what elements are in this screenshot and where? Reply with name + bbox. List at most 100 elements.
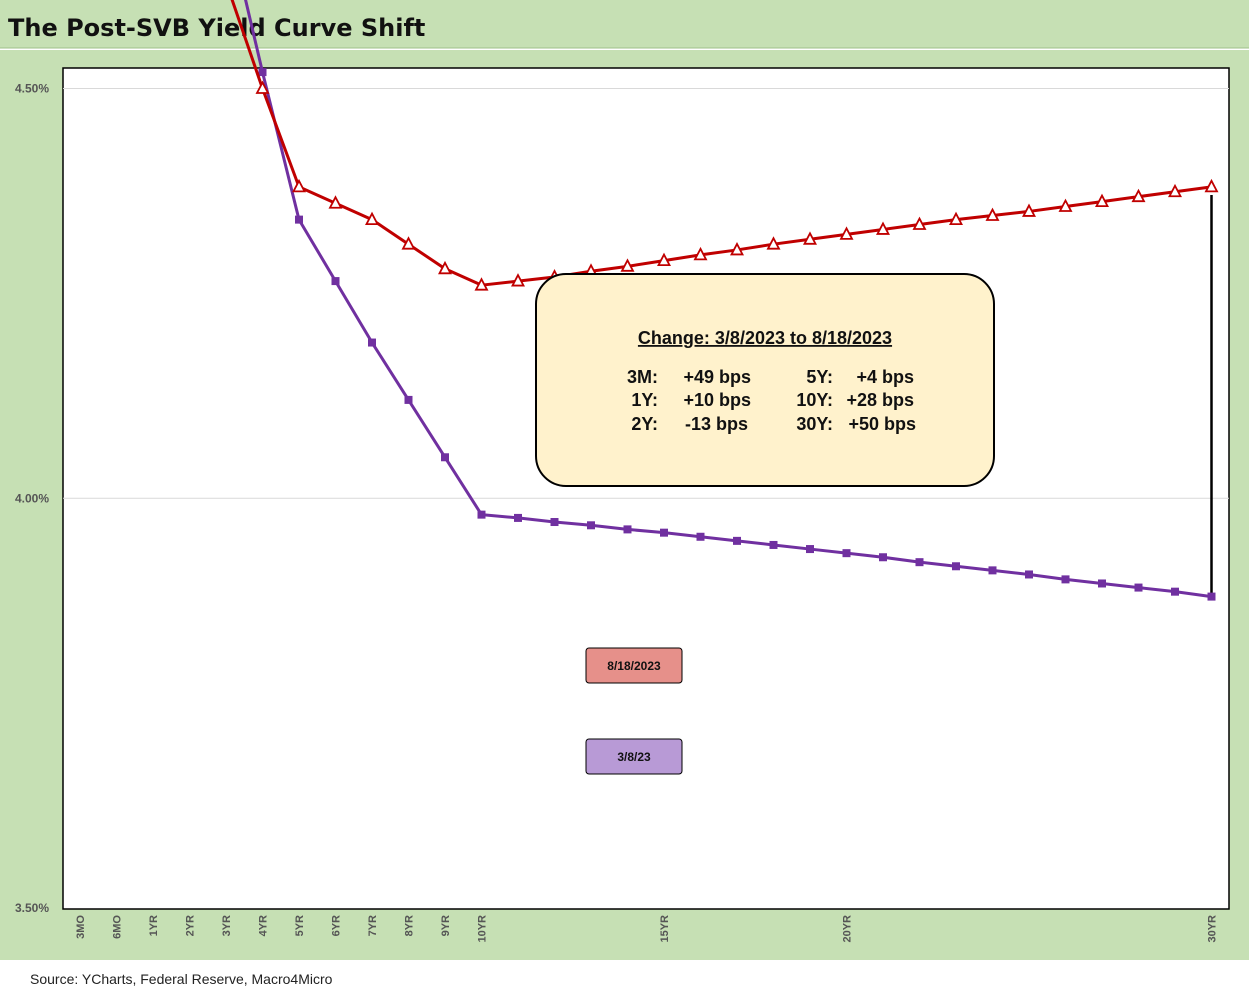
data-point xyxy=(331,277,340,286)
x-tick-label: 30YR xyxy=(1207,915,1219,943)
x-tick-label: 20YR xyxy=(842,915,854,943)
x-tick-label: 15YR xyxy=(659,915,671,943)
annotation-change: +28 bps xyxy=(846,390,914,410)
data-point xyxy=(1022,203,1036,217)
series-line xyxy=(244,0,1212,599)
data-point xyxy=(511,273,525,287)
data-point xyxy=(1168,183,1182,198)
data-point xyxy=(623,525,632,534)
series-mar-8-2023 xyxy=(244,0,1216,601)
chart-title: The Post-SVB Yield Curve Shift xyxy=(8,14,425,42)
data-point xyxy=(477,510,486,519)
data-point xyxy=(915,558,924,567)
data-point xyxy=(839,226,854,240)
x-tick-label: 9YR xyxy=(440,915,452,936)
data-point xyxy=(292,178,306,193)
x-tick-label: 10YR xyxy=(477,915,489,943)
x-tick-label: 4YR xyxy=(258,915,270,936)
data-point xyxy=(806,545,814,554)
data-point xyxy=(368,338,376,347)
annotation-change: -13 bps xyxy=(685,414,748,434)
x-tick-label: 3MO xyxy=(75,915,87,939)
data-point xyxy=(365,211,379,226)
data-point xyxy=(876,221,890,235)
y-axis: 3.50%4.00%4.50%5.00%5.50% xyxy=(15,82,49,916)
data-point xyxy=(550,518,559,527)
annotation-change: +4 bps xyxy=(856,367,914,387)
data-point xyxy=(803,231,817,245)
x-tick-label: 7YR xyxy=(367,915,379,936)
x-tick-label: 5YR xyxy=(294,915,306,936)
data-point xyxy=(657,252,671,266)
data-point xyxy=(985,207,1000,221)
data-point xyxy=(949,211,963,226)
data-point xyxy=(769,540,778,549)
data-point xyxy=(1207,592,1216,601)
x-tick-label: 1YR xyxy=(148,915,160,936)
data-point xyxy=(328,195,343,209)
annotation-change: +50 bps xyxy=(848,414,916,434)
gridlines xyxy=(63,88,1229,499)
annotation-term: 10Y: xyxy=(796,390,833,410)
data-point xyxy=(255,80,270,94)
data-point xyxy=(1204,178,1219,193)
data-point xyxy=(842,549,851,558)
data-point xyxy=(514,513,522,522)
legend-text-mar: 3/8/23 xyxy=(617,750,651,764)
x-tick-label: 2YR xyxy=(185,915,197,936)
header-bar xyxy=(0,0,1249,48)
x-tick-label: 6YR xyxy=(331,915,343,936)
data-point xyxy=(952,562,960,571)
data-point xyxy=(766,236,781,250)
data-point xyxy=(693,246,708,261)
annotation-title: Change: 3/8/2023 to 8/18/2023 xyxy=(638,328,892,348)
x-axis: 3MO 6MO 1YR 2YR 3YR 4YR 5YR 6YR 7YR 8YR 9YR 10YR 15Y… xyxy=(75,915,1219,943)
data-point xyxy=(587,521,595,530)
series-line xyxy=(230,0,1212,287)
data-point xyxy=(474,277,489,291)
y-tick-label: 3.50% xyxy=(15,901,49,915)
data-point xyxy=(295,215,303,224)
change-annotation-box: Change: 3/8/2023 to 8/18/2023 3M: +49 bp… xyxy=(535,273,995,487)
data-point xyxy=(1098,579,1106,588)
data-point xyxy=(988,566,997,575)
annotation-term: 3M: xyxy=(627,367,658,387)
annotation-term: 5Y: xyxy=(806,367,833,387)
x-tick-label: 8YR xyxy=(404,915,416,936)
data-point xyxy=(258,68,267,77)
data-point xyxy=(441,453,449,462)
annotation-change: +49 bps xyxy=(683,367,751,387)
legend-text-aug: 8/18/2023 xyxy=(607,659,661,673)
plot-area xyxy=(62,67,1230,910)
y-tick-label: 4.00% xyxy=(15,491,49,505)
data-point xyxy=(1095,193,1109,207)
annotation-term: 2Y: xyxy=(631,414,658,434)
series-aug-18-2023 xyxy=(230,0,1219,291)
data-point xyxy=(1025,570,1033,579)
series-lines xyxy=(230,0,1219,601)
data-point xyxy=(1058,198,1073,212)
annotation-term: 1Y: xyxy=(631,390,658,410)
data-point xyxy=(404,395,413,404)
data-point xyxy=(660,528,668,537)
y-tick-label: 4.50% xyxy=(15,82,49,96)
data-point xyxy=(1131,188,1146,203)
change-connectors xyxy=(1210,195,1213,597)
data-point xyxy=(733,536,741,545)
source-note: Source: YCharts, Federal Reserve, Macro4… xyxy=(30,971,333,987)
legend-label-mar: 3/8/23 xyxy=(585,738,683,775)
data-point xyxy=(1134,583,1143,592)
data-point xyxy=(1171,587,1179,596)
data-point xyxy=(730,242,744,256)
data-point xyxy=(620,258,635,272)
data-point xyxy=(401,236,416,250)
annotation-term: 30Y: xyxy=(796,414,833,434)
x-tick-label: 3YR xyxy=(221,915,233,936)
data-point xyxy=(438,260,452,275)
data-point xyxy=(912,216,927,230)
legend-label-aug: 8/18/2023 xyxy=(585,647,683,684)
data-point xyxy=(879,553,887,562)
data-point xyxy=(696,532,705,541)
